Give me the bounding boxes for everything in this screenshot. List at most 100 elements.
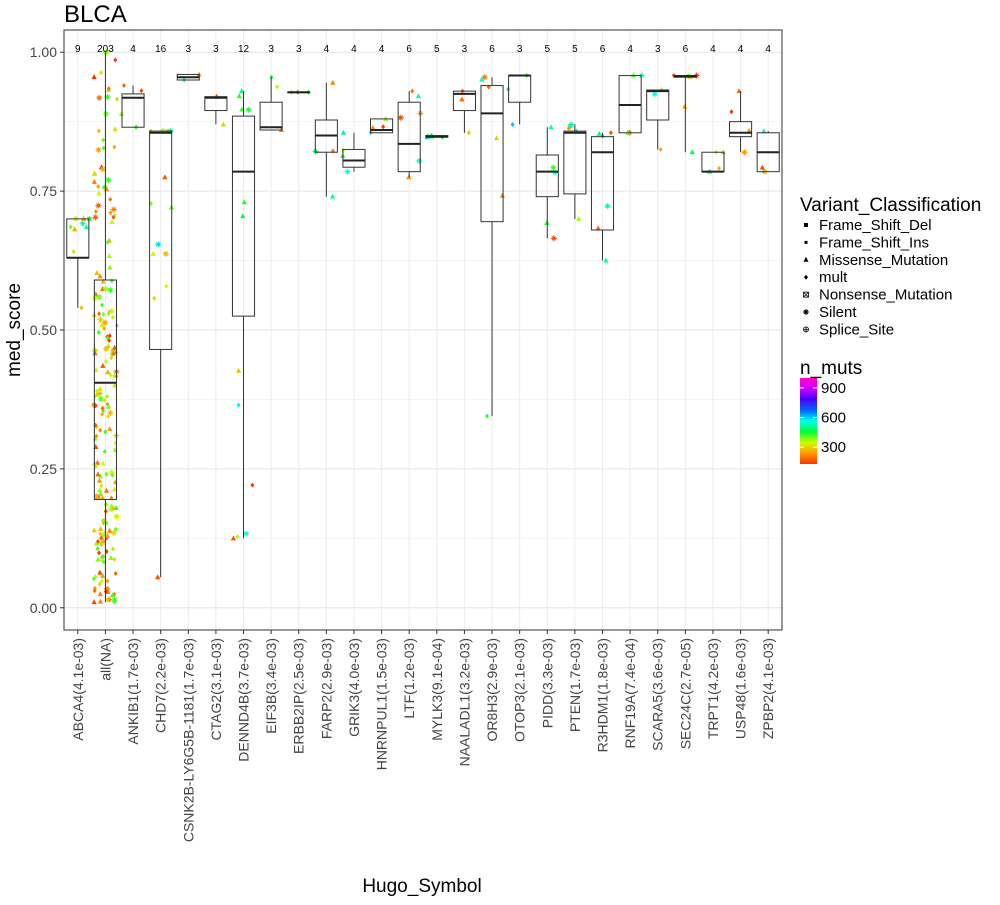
data-point-missense: [746, 127, 752, 133]
data-point-silent: [92, 295, 99, 302]
box-or8h3: [480, 77, 504, 417]
data-point-silent: [98, 540, 105, 547]
data-point-missense: [105, 343, 111, 349]
x-tick-label: CSNK2B-LY6G5B-1181(1.7e-03): [180, 638, 196, 842]
data-point-mult: [109, 355, 114, 361]
data-point-mult: [152, 295, 157, 301]
count-label: 4: [379, 44, 385, 55]
iqr-box: [370, 118, 394, 134]
legend-circle-plus-icon: [803, 326, 809, 333]
data-point-silent: [604, 203, 611, 210]
data-point-missense: [240, 213, 246, 219]
data-point-mult: [94, 433, 99, 439]
x-tick-label: GRIK3(4.0e-03): [346, 638, 362, 737]
count-label: 5: [544, 44, 550, 55]
data-point-mult: [111, 351, 116, 357]
y-tick-label: 0.00: [30, 600, 57, 616]
iqr-box: [259, 101, 283, 131]
data-point-silent: [96, 293, 103, 300]
legend-colorbar: [800, 378, 817, 464]
data-point-mult: [139, 88, 144, 94]
iqr-box: [563, 130, 587, 195]
data-point-silent: [481, 74, 488, 81]
x-tick-label: ABCA4(4.1e-03): [70, 638, 86, 741]
count-label: 3: [655, 44, 661, 55]
data-point-silent: [103, 110, 110, 117]
data-point-mult: [106, 86, 111, 92]
data-point-missense: [576, 215, 582, 221]
data-point-mult: [105, 578, 110, 584]
data-point-mult: [96, 538, 101, 544]
data-point-silent: [108, 308, 115, 315]
iqr-box: [729, 121, 753, 138]
data-point-silent: [107, 409, 114, 416]
colorbar-tick-label: 600: [821, 410, 846, 427]
box-otop3: [508, 74, 532, 125]
data-point-mult: [93, 209, 98, 215]
data-point-missense: [83, 224, 90, 230]
data-point-silent: [344, 168, 351, 175]
data-point-missense: [96, 477, 103, 483]
box-ctag2: [204, 96, 228, 125]
x-tick-label: CTAG2(3.1e-03): [208, 638, 224, 740]
data-point-mult: [97, 581, 102, 587]
data-point-mult: [112, 557, 117, 563]
y-tick-label: 0.25: [30, 461, 57, 477]
count-label: 4: [765, 44, 771, 55]
data-point-silent: [104, 585, 111, 592]
data-point-missense: [112, 126, 118, 132]
data-point-missense: [340, 129, 346, 135]
data-point-silent: [96, 94, 103, 101]
data-point-silent: [102, 285, 109, 292]
data-point-mult: [110, 472, 115, 478]
data-point-missense: [603, 257, 609, 263]
count-label: 12: [238, 44, 250, 55]
data-point-mult: [106, 311, 111, 317]
legend-shape-label: Frame_Shift_Ins: [819, 234, 929, 251]
box-grik3: [342, 132, 366, 172]
data-point-mult: [97, 311, 102, 317]
data-point-mult: [111, 505, 116, 511]
data-point-silent: [243, 530, 250, 537]
data-point-silent: [92, 347, 99, 354]
data-point-missense: [162, 174, 168, 180]
data-point-mult: [96, 128, 101, 134]
data-point-missense: [97, 473, 104, 479]
iqr-box: [480, 85, 504, 223]
x-tick-label: MYLK3(9.1e-04): [429, 638, 445, 741]
data-point-mult: [103, 359, 108, 365]
data-point-missense: [761, 128, 767, 134]
data-point-missense: [241, 199, 247, 205]
data-point-missense: [91, 527, 97, 533]
data-point-mult: [110, 314, 115, 320]
box-pidd: [535, 127, 559, 239]
x-tick-label: RNF19A(7.4e-04): [622, 638, 638, 749]
data-point-missense: [459, 96, 465, 102]
data-point-missense: [196, 71, 202, 77]
data-point-missense: [689, 149, 695, 155]
data-point-mult: [105, 239, 110, 245]
data-point-mult: [510, 121, 515, 127]
data-point-missense: [93, 540, 100, 546]
data-point-missense: [100, 460, 106, 466]
data-point-mult: [108, 210, 113, 216]
box-usp48: [729, 91, 753, 153]
data-point-missense: [107, 527, 113, 533]
box-r3hdm1: [590, 132, 615, 261]
data-point-mult: [111, 214, 116, 220]
data-point-missense: [97, 487, 103, 493]
data-point-missense: [111, 486, 118, 492]
data-point-mult: [92, 588, 97, 594]
data-point-silent: [101, 518, 108, 525]
iqr-box: [231, 115, 256, 317]
data-point-missense: [100, 573, 106, 579]
data-point-mult: [113, 57, 118, 63]
data-point-silent: [550, 235, 557, 242]
data-point-missense: [108, 554, 114, 560]
x-tick-label: EIF3B(3.4e-03): [263, 638, 279, 734]
data-point-mult: [106, 414, 111, 420]
data-point-missense: [239, 88, 245, 94]
data-point-missense: [370, 124, 376, 130]
data-point-silent: [108, 506, 115, 513]
